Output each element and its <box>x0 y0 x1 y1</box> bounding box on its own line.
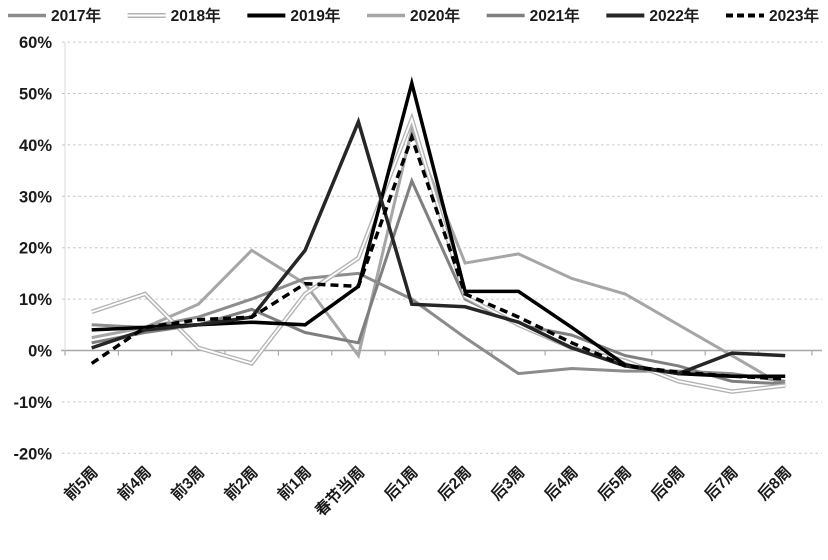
legend-item: 2021年 <box>486 6 580 25</box>
y-tick-label: 50% <box>19 86 52 104</box>
y-tick-label: 0% <box>28 343 52 361</box>
x-tick-label: 前4周 <box>113 462 154 503</box>
legend-item: 2017年 <box>8 6 101 25</box>
legend-item: 2023年 <box>726 6 819 25</box>
x-tick-label: 后2周 <box>434 463 475 504</box>
y-tick-label: 10% <box>19 291 52 309</box>
y-tick-label: 30% <box>19 188 52 206</box>
series-line-2020年 <box>91 124 786 388</box>
x-tick-label: 后8周 <box>754 463 795 504</box>
y-tick-label: 40% <box>19 137 52 155</box>
x-tick-label: 前2周 <box>220 462 261 503</box>
x-tick-label: 后6周 <box>648 463 689 504</box>
legend-item: 2020年 <box>367 6 460 25</box>
x-tick-label: 后1周 <box>381 463 422 504</box>
legend-item: 2018年 <box>127 6 221 25</box>
legend-label: 2021年 <box>530 6 580 25</box>
y-tick-label: 20% <box>19 240 52 258</box>
legend-label: 2020年 <box>410 6 460 25</box>
x-tick-label: 春节当周 <box>310 462 368 520</box>
series-line-inner-2018年 <box>91 116 786 393</box>
legend-label: 2018年 <box>171 6 221 25</box>
y-tick-label: -20% <box>13 445 52 463</box>
x-tick-label: 后7周 <box>701 463 742 504</box>
x-tick-label: 后3周 <box>488 463 529 504</box>
legend-label: 2019年 <box>290 6 340 25</box>
x-tick-label: 后5周 <box>594 463 635 504</box>
series-line-2023年 <box>90 131 786 381</box>
legend-label: 2023年 <box>769 6 819 25</box>
x-tick-label: 前5周 <box>60 462 101 503</box>
y-tick-label: 60% <box>19 34 52 52</box>
series-line-2019年 <box>91 76 786 378</box>
x-tick-label: 前3周 <box>167 462 208 503</box>
x-tick-label: 后4周 <box>541 463 582 504</box>
y-tick-label: -10% <box>13 394 52 412</box>
legend-item: 2022年 <box>606 6 700 25</box>
legend-label: 2022年 <box>649 6 699 25</box>
legend-item: 2019年 <box>247 6 341 25</box>
x-tick-label: 前1周 <box>273 462 314 503</box>
legend-label: 2017年 <box>51 6 101 25</box>
